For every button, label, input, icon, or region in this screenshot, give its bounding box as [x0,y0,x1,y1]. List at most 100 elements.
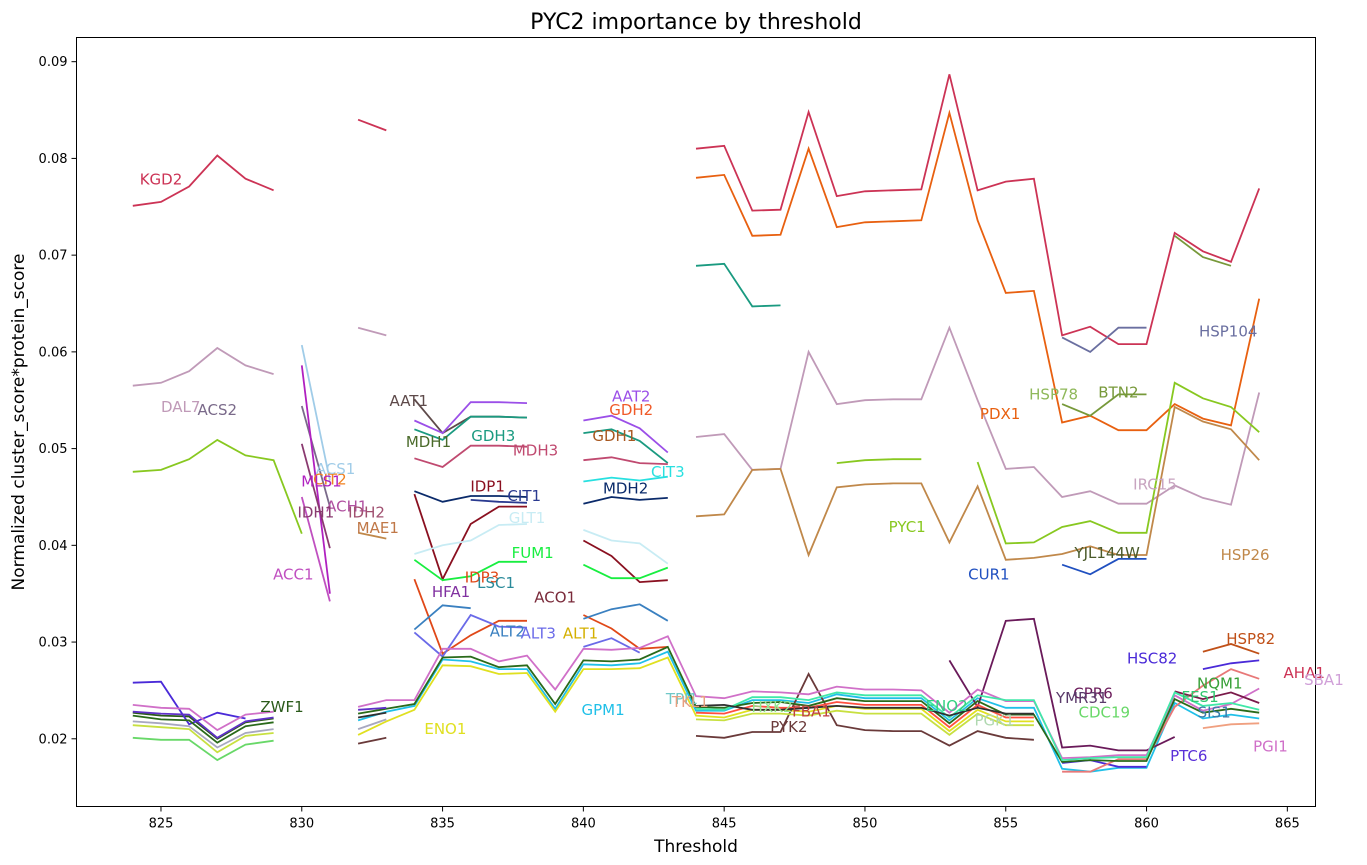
series-line-fum1 [413,559,527,582]
y-tick-label: 0.09 [39,55,68,70]
series-label-idp3: IDP3 [465,568,500,586]
series-line-aha1 [695,74,1261,346]
series-line-mdh2 [414,490,528,503]
series-line-pyc1 [976,381,1260,545]
series-label-sis1: SIS1 [1198,704,1231,722]
series-label-gdh1: GDH1 [592,427,636,445]
series-label-alt1: ALT1 [563,624,598,642]
series-line-fum1 [583,563,669,580]
series-label-gpm1: GPM1 [581,701,624,719]
series-label-mdh1: MDH1 [406,433,451,451]
series-line-acs2 [300,405,331,507]
series-labels: KGD2 AHA1 PDX1 HSP104 BTN2 HSP78 DAL7 IRC15 ACS2… [140,171,1344,766]
series-line-dal7 [695,325,1261,506]
series-label-pyk2: PYK2 [770,718,807,736]
series-line-aat2 [414,401,528,435]
series-line-pyc1 [132,438,303,535]
series-label-acc1: ACC1 [273,565,314,583]
series-line-hsp104 [1061,326,1147,353]
x-tick-label: 865 [1275,817,1300,832]
series-line-hsp82 [1202,643,1260,655]
series-line-cit1 [470,499,528,504]
series-label-hsp82: HSP82 [1226,630,1275,648]
series-label-ymr31: YMR31 [1055,689,1108,707]
plot-frame [76,37,1316,807]
series-label-cpr6: CPR6 [1073,684,1113,702]
series-line-alt3 [413,613,528,658]
series-label-mae1: MAE1 [357,519,399,537]
series-line-unlabeled-66 [357,718,387,730]
series-label-cur1: CUR1 [968,565,1009,583]
series-label-alt3: ALT3 [521,624,556,642]
series-line-btn2 [1061,393,1147,417]
series-label-pgk1: PGK1 [974,711,1014,729]
series-line-unlabeled-70 [357,711,387,719]
series-label-btn2: BTN2 [1098,383,1138,401]
series-line-mdh2 [583,496,668,505]
series-label-gdh2: GDH2 [609,401,653,419]
series-line-idp3 [413,578,527,656]
series-label-hsp78: HSP78 [1029,385,1078,403]
series-line-cdc19 [132,736,274,762]
series-line-acs1 [300,344,331,481]
series-line-idp1 [413,493,527,582]
series-line-aat2 [583,414,669,454]
y-tick-label: 0.04 [39,539,68,554]
series-line-pdx1 [695,109,1261,432]
x-tick-label: 855 [993,817,1018,832]
series-line-idh1 [300,443,331,549]
series-label-aco1: ACO1 [534,589,576,607]
x-tick-label: 830 [289,817,314,832]
series-label-hsp104: HSP104 [1199,323,1257,341]
series-line-unlabeled-65 [132,714,274,744]
series-label-dal7: DAL7 [161,398,200,416]
series-label-tpi1: TPI1 [665,690,698,708]
series-line-gdh3 [583,428,669,464]
series-line-unlabeled-65 [357,645,1260,763]
series-label-ach1: ACH1 [326,498,367,516]
series-label-fba1: FBA1 [792,703,831,721]
series-label-mls1: MLS1 [301,472,341,490]
series-label-lsc1: LSC1 [477,574,515,592]
series-label-mdh2: MDH2 [603,479,648,497]
series-label-eno1: ENO1 [424,720,466,738]
series-label-pgi1: PGI1 [1253,738,1288,756]
series-line-idp3 [583,614,668,650]
series-line-unlabeled-67 [695,701,1034,729]
series-line-pyk2 [695,672,1034,747]
series-label-nqm1: NQM1 [1197,675,1243,693]
series-line-hsc82 [1202,659,1260,670]
series-line-unlabeled-69 [695,709,1034,737]
series-line-hsc82 [132,680,246,726]
series-label-idp1: IDP1 [470,477,505,495]
series-line-zwf1 [132,711,274,740]
series-label-hsc82: HSC82 [1127,650,1177,668]
y-tick-label: 0.08 [39,152,68,167]
series-line-unlabeled-64 [1174,690,1260,704]
y-axis-label: Normalized cluster_score*protein_score [9,254,29,591]
series-line-cit3 [583,475,668,483]
series-line-mls1 [300,365,331,594]
y-tick-label: 0.02 [39,732,68,747]
series-label-aat1: AAT1 [390,392,428,410]
series-label-hsp26: HSP26 [1221,546,1270,564]
series-label-yjl144w: YJL144W [1073,544,1140,562]
series-label-alt2: ALT2 [490,622,525,640]
series-line-btn2 [1174,235,1232,267]
x-tick-label: 860 [1134,817,1159,832]
x-axis: 825 830 835 840 845 850 855 860 865 [149,806,1300,832]
x-tick-label: 840 [571,817,596,832]
series-line-cpr6 [948,617,1176,752]
series-label-ptc6: PTC6 [1170,747,1207,765]
series-label-pdx1: PDX1 [980,405,1020,423]
series-label-gdh3: GDH3 [471,427,515,445]
series-label-zwf1: ZWF1 [260,698,303,716]
y-tick-label: 0.06 [39,345,68,360]
series-label-acs2: ACS2 [198,401,238,419]
series-line-mdh3 [583,456,668,465]
x-axis-label: Threshold [653,837,738,857]
series-label-fes1: FES1 [1181,688,1218,706]
series-line-alt2 [413,604,471,631]
series-label-tkl1: TKL1 [671,693,709,711]
